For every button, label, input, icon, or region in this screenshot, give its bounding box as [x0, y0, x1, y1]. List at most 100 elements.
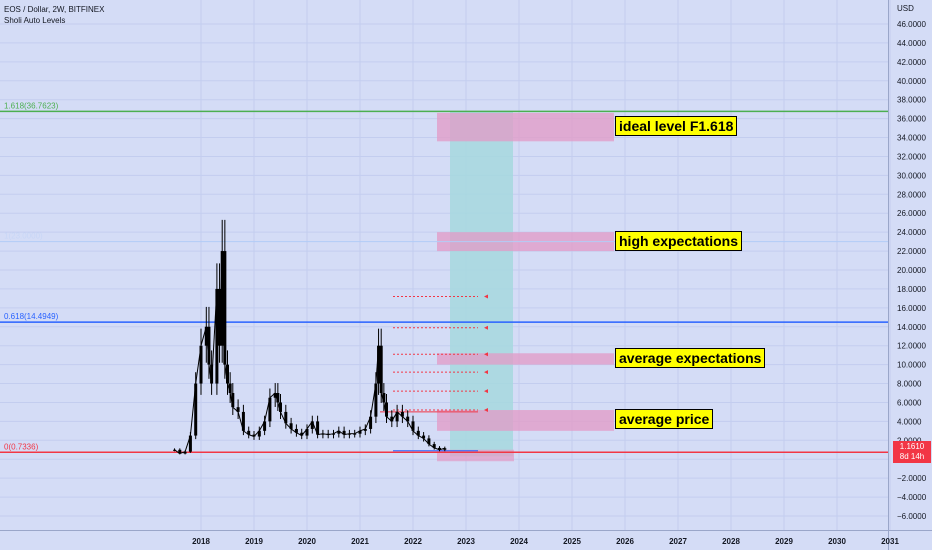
candle-body — [236, 407, 240, 412]
price-line-segment — [386, 416, 393, 422]
annotation-label[interactable]: average expectations — [615, 347, 766, 368]
level-arrow-icon — [484, 408, 488, 413]
candle-body — [374, 383, 378, 417]
projection-time-band — [450, 111, 513, 457]
x-tick-label: 2024 — [510, 537, 528, 546]
price-line-segment — [208, 364, 213, 384]
price-line-segment — [280, 411, 287, 424]
price-line-segment — [211, 288, 218, 384]
price-line-segment — [248, 434, 255, 437]
y-tick-label: 14.0000 — [897, 323, 926, 332]
y-tick-label: 20.0000 — [897, 266, 926, 275]
price-line-segment — [311, 421, 319, 435]
chart-legend: EOS / Dollar, 2W, BITFINEX Sholi Auto Le… — [4, 4, 104, 26]
candle-body — [438, 447, 441, 450]
candle-body — [432, 444, 436, 448]
plot-background — [0, 0, 888, 530]
price-line-segment — [378, 345, 382, 394]
candle-body — [215, 288, 219, 384]
candle-body — [207, 326, 211, 365]
price-line-segment — [354, 430, 361, 435]
y-tick-label: −2.0000 — [897, 474, 927, 483]
price-line-segment — [370, 383, 377, 417]
candle-body — [379, 345, 383, 393]
price-line-segment — [306, 421, 313, 430]
candle-body — [300, 432, 304, 436]
price-line-segment — [274, 392, 279, 403]
x-tick-label: 2025 — [563, 537, 581, 546]
candle-body — [382, 393, 386, 403]
candle-body — [241, 411, 245, 431]
candle-body — [183, 451, 187, 454]
candle-body — [310, 421, 314, 429]
time-band — [450, 111, 513, 457]
price-line-segment — [264, 397, 271, 422]
current-price-value: 1.1610 — [899, 442, 925, 451]
annotation-label[interactable]: high expectations — [615, 230, 743, 251]
annotation-label[interactable]: average price — [615, 409, 714, 430]
candle-body — [443, 448, 447, 450]
price-line-segment — [285, 422, 292, 430]
candle-body — [400, 411, 404, 417]
price-line-segment — [258, 421, 266, 432]
annotation-label[interactable]: ideal level F1.618 — [615, 116, 738, 137]
y-tick-label: −6.0000 — [897, 512, 927, 521]
symbol-title[interactable]: EOS / Dollar, 2W, BITFINEX — [4, 5, 105, 14]
y-tick-label: 40.0000 — [897, 77, 926, 86]
candle-body — [226, 364, 229, 384]
price-series — [173, 219, 447, 455]
time-axis[interactable]: 2018 2019 2020 2021 2022 2023 2024 2025 2026 2027… — [0, 530, 932, 547]
candle-body — [377, 345, 381, 384]
candle-body — [228, 383, 232, 393]
x-tick-label: 2023 — [457, 537, 475, 546]
level-arrow-icon — [484, 325, 488, 330]
price-line-segment — [364, 416, 372, 430]
x-tick-label: 2021 — [351, 537, 369, 546]
price-line-segment — [359, 428, 366, 432]
currency-label: USD — [897, 4, 914, 13]
price-line-segment — [328, 433, 334, 436]
candle-body — [220, 251, 224, 346]
price-line-segment — [439, 447, 445, 451]
price-line-segment — [229, 392, 234, 408]
price-line-segment — [428, 443, 435, 449]
price-line-segment — [434, 447, 440, 451]
level-arrow-icon — [484, 352, 488, 357]
price-line-segment — [269, 392, 276, 399]
price-line-segment — [423, 438, 430, 445]
price-line-segment — [344, 433, 350, 436]
price-line-segment — [184, 435, 191, 452]
candle-body — [316, 421, 320, 435]
price-line-segment — [375, 345, 380, 384]
candle-body — [416, 430, 420, 436]
x-tick-label: 2022 — [404, 537, 422, 546]
price-axis[interactable]: 46.0000 44.0000 42.0000 40.0000 38.0000 36.00… — [888, 0, 927, 550]
price-line-segment — [179, 451, 186, 455]
candle-body — [188, 435, 192, 452]
candle-body — [358, 430, 362, 434]
y-tick-label: 36.0000 — [897, 115, 926, 124]
y-tick-label: 2.0000 — [897, 436, 922, 445]
y-tick-label: 30.0000 — [897, 171, 926, 180]
candle-body — [427, 438, 431, 445]
candle-body — [276, 393, 280, 403]
current-zone — [437, 449, 514, 462]
candle-body — [390, 416, 394, 422]
x-tick-label: 2018 — [192, 537, 210, 546]
x-tick-label: 2030 — [828, 537, 846, 546]
candle-body — [294, 428, 298, 433]
candle-body — [178, 449, 182, 454]
fib-level-label: 0(0.7336) — [4, 442, 39, 451]
candle-body — [257, 430, 261, 437]
price-line-segment — [296, 432, 302, 437]
price-line-segment — [227, 383, 231, 394]
y-tick-label: 6.0000 — [897, 398, 922, 407]
price-line-segment — [205, 326, 210, 365]
indicator-name[interactable]: Sholi Auto Levels — [4, 16, 66, 25]
price-line-segment — [174, 449, 181, 454]
price-line-segment — [219, 251, 223, 346]
y-tick-label: 10.0000 — [897, 361, 926, 370]
price-line-segment — [338, 430, 345, 436]
dotted-levels — [380, 294, 488, 452]
